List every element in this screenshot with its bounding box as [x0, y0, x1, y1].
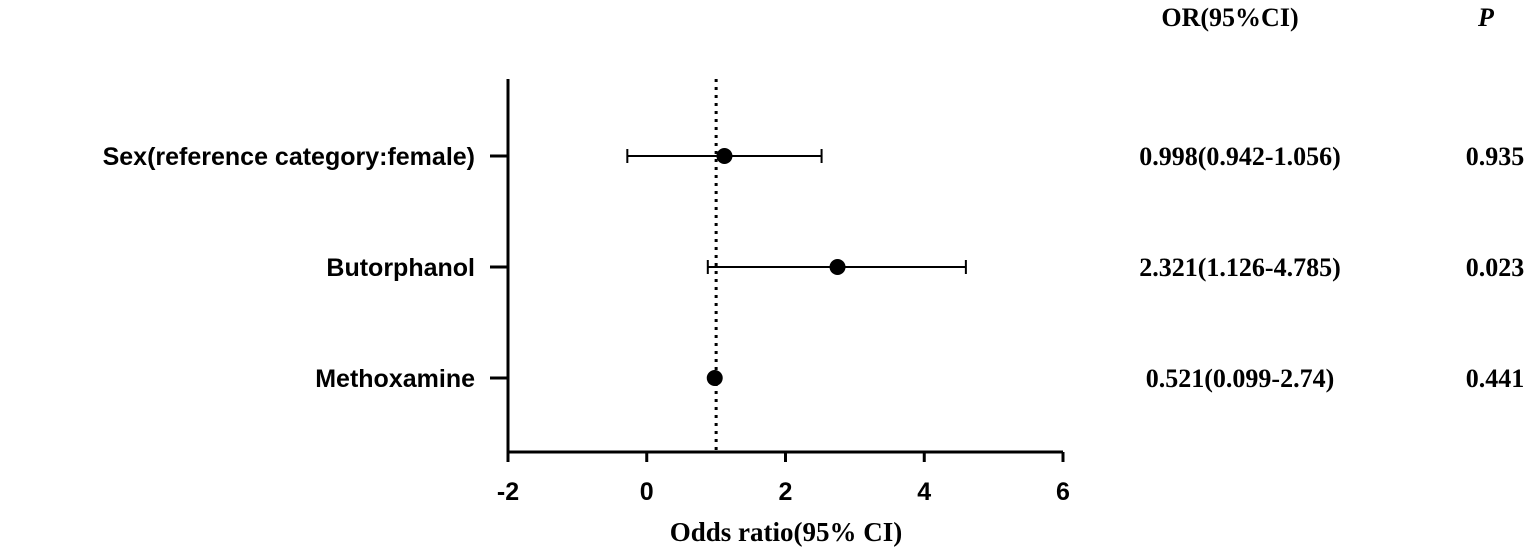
x-tick-label-4: 6: [1056, 478, 1070, 506]
or-value-0: 0.998(0.942-1.056): [1139, 142, 1340, 171]
row-label-0: Sex(reference category:female): [103, 143, 475, 171]
or-value-2: 0.521(0.099-2.74): [1146, 364, 1334, 393]
or-column-header: OR(95%CI): [1161, 3, 1298, 32]
p-value-2: 0.441: [1466, 364, 1525, 393]
p-value-1: 0.023: [1466, 253, 1525, 282]
x-axis-label: Odds ratio(95% CI): [670, 517, 903, 547]
x-tick-label-2: 2: [779, 478, 793, 506]
point-estimate-2: [706, 370, 723, 386]
x-tick-label-3: 4: [917, 478, 931, 506]
row-label-1: Butorphanol: [326, 254, 475, 282]
row-label-2: Methoxamine: [315, 365, 475, 393]
point-estimate-0: [716, 148, 733, 164]
p-value-0: 0.935: [1466, 142, 1525, 171]
x-tick-label-0: -2: [497, 478, 519, 506]
x-tick-label-1: 0: [640, 478, 654, 506]
p-column-header: P: [1477, 3, 1495, 32]
or-value-1: 2.321(1.126-4.785): [1139, 253, 1340, 282]
point-estimate-1: [829, 259, 846, 275]
